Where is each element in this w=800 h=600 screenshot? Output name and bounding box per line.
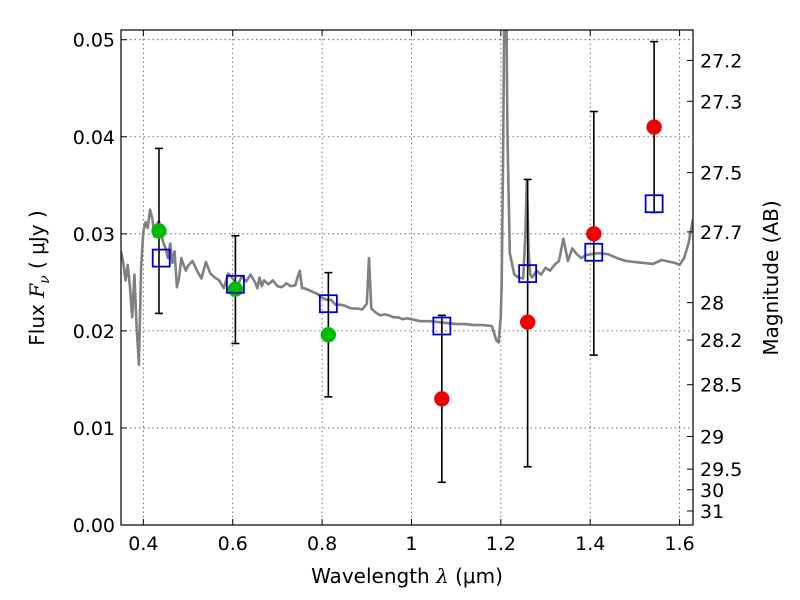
- x-axis-title: Wavelength λ (μm): [311, 564, 503, 588]
- ir-data-point: [646, 119, 662, 135]
- x-tick-label: 0.6: [218, 533, 248, 555]
- ir-data-point: [586, 226, 602, 242]
- optical-data-point: [227, 281, 244, 297]
- mag-tick-label: 27.3: [700, 91, 742, 113]
- model-photometry-square: [518, 264, 538, 284]
- model-photometry-square: [318, 294, 338, 314]
- mag-tick-label: 29.5: [700, 459, 742, 481]
- y-axis-title-prefix: Flux: [25, 298, 49, 346]
- x-tick-label: 1.4: [575, 533, 605, 555]
- optical-data-point: [320, 327, 337, 343]
- x-tick-label: 1.6: [664, 533, 694, 555]
- y-axis-title-subscript: ν: [37, 275, 53, 284]
- y-tick-label: 0.00: [73, 515, 115, 537]
- x-axis-title-prefix: Wavelength: [311, 564, 436, 588]
- x-tick-label: 0.8: [307, 533, 337, 555]
- mag-tick-label: 27.5: [700, 163, 742, 185]
- model-photometry-square: [584, 242, 604, 262]
- mag-tick-label: 29: [700, 426, 724, 448]
- y-tick-label: 0.01: [73, 418, 115, 440]
- y-tick-label: 0.03: [73, 224, 115, 246]
- plot-frame: [120, 29, 694, 526]
- y-tick-label: 0.04: [73, 127, 115, 149]
- axis-ticks: [121, 30, 693, 526]
- x-tick-label: 1.2: [486, 533, 516, 555]
- model-photometry-square: [644, 194, 664, 214]
- mag-tick-label: 27.2: [700, 50, 742, 72]
- mag-tick-label: 31: [700, 501, 724, 523]
- y-tick-label: 0.05: [73, 30, 115, 52]
- ir-data-point: [519, 314, 536, 330]
- model-spectrum-layer: [121, 30, 693, 367]
- mag-tick-label: 27.7: [700, 222, 742, 244]
- x-axis-title-unit: (μm): [449, 564, 503, 588]
- y-axis-title-symbol: F: [25, 283, 49, 299]
- y-axis-title: Flux Fν ( μJy ): [25, 210, 53, 345]
- mag-tick-label: 28: [700, 293, 724, 315]
- x-tick-label: 0.4: [128, 533, 158, 555]
- tick-labels: 0.4 0.6 0.8 1 1.2 1.4 1.6 0.00 0.01 0.02 0.03 0.04 0…: [73, 30, 743, 555]
- y-tick-label: 0.02: [73, 321, 115, 343]
- model-photometry-square: [432, 316, 452, 336]
- optical-data-point: [151, 223, 167, 239]
- x-axis-title-symbol: λ: [435, 564, 449, 588]
- y2-axis-title: Magnitude (AB): [759, 200, 783, 355]
- ir-data-point: [434, 391, 450, 407]
- mag-tick-label: 28.5: [700, 375, 742, 397]
- y-axis-title-unit: ( μJy ): [25, 210, 49, 275]
- mag-tick-label: 30: [700, 480, 724, 502]
- model-photometry-square: [225, 274, 245, 294]
- data-points-layer: [151, 119, 664, 407]
- x-tick-label: 1: [405, 533, 417, 555]
- model-spectrum-line: [121, 30, 693, 367]
- mag-tick-label: 28.2: [700, 330, 742, 352]
- model-photometry-square: [151, 248, 171, 268]
